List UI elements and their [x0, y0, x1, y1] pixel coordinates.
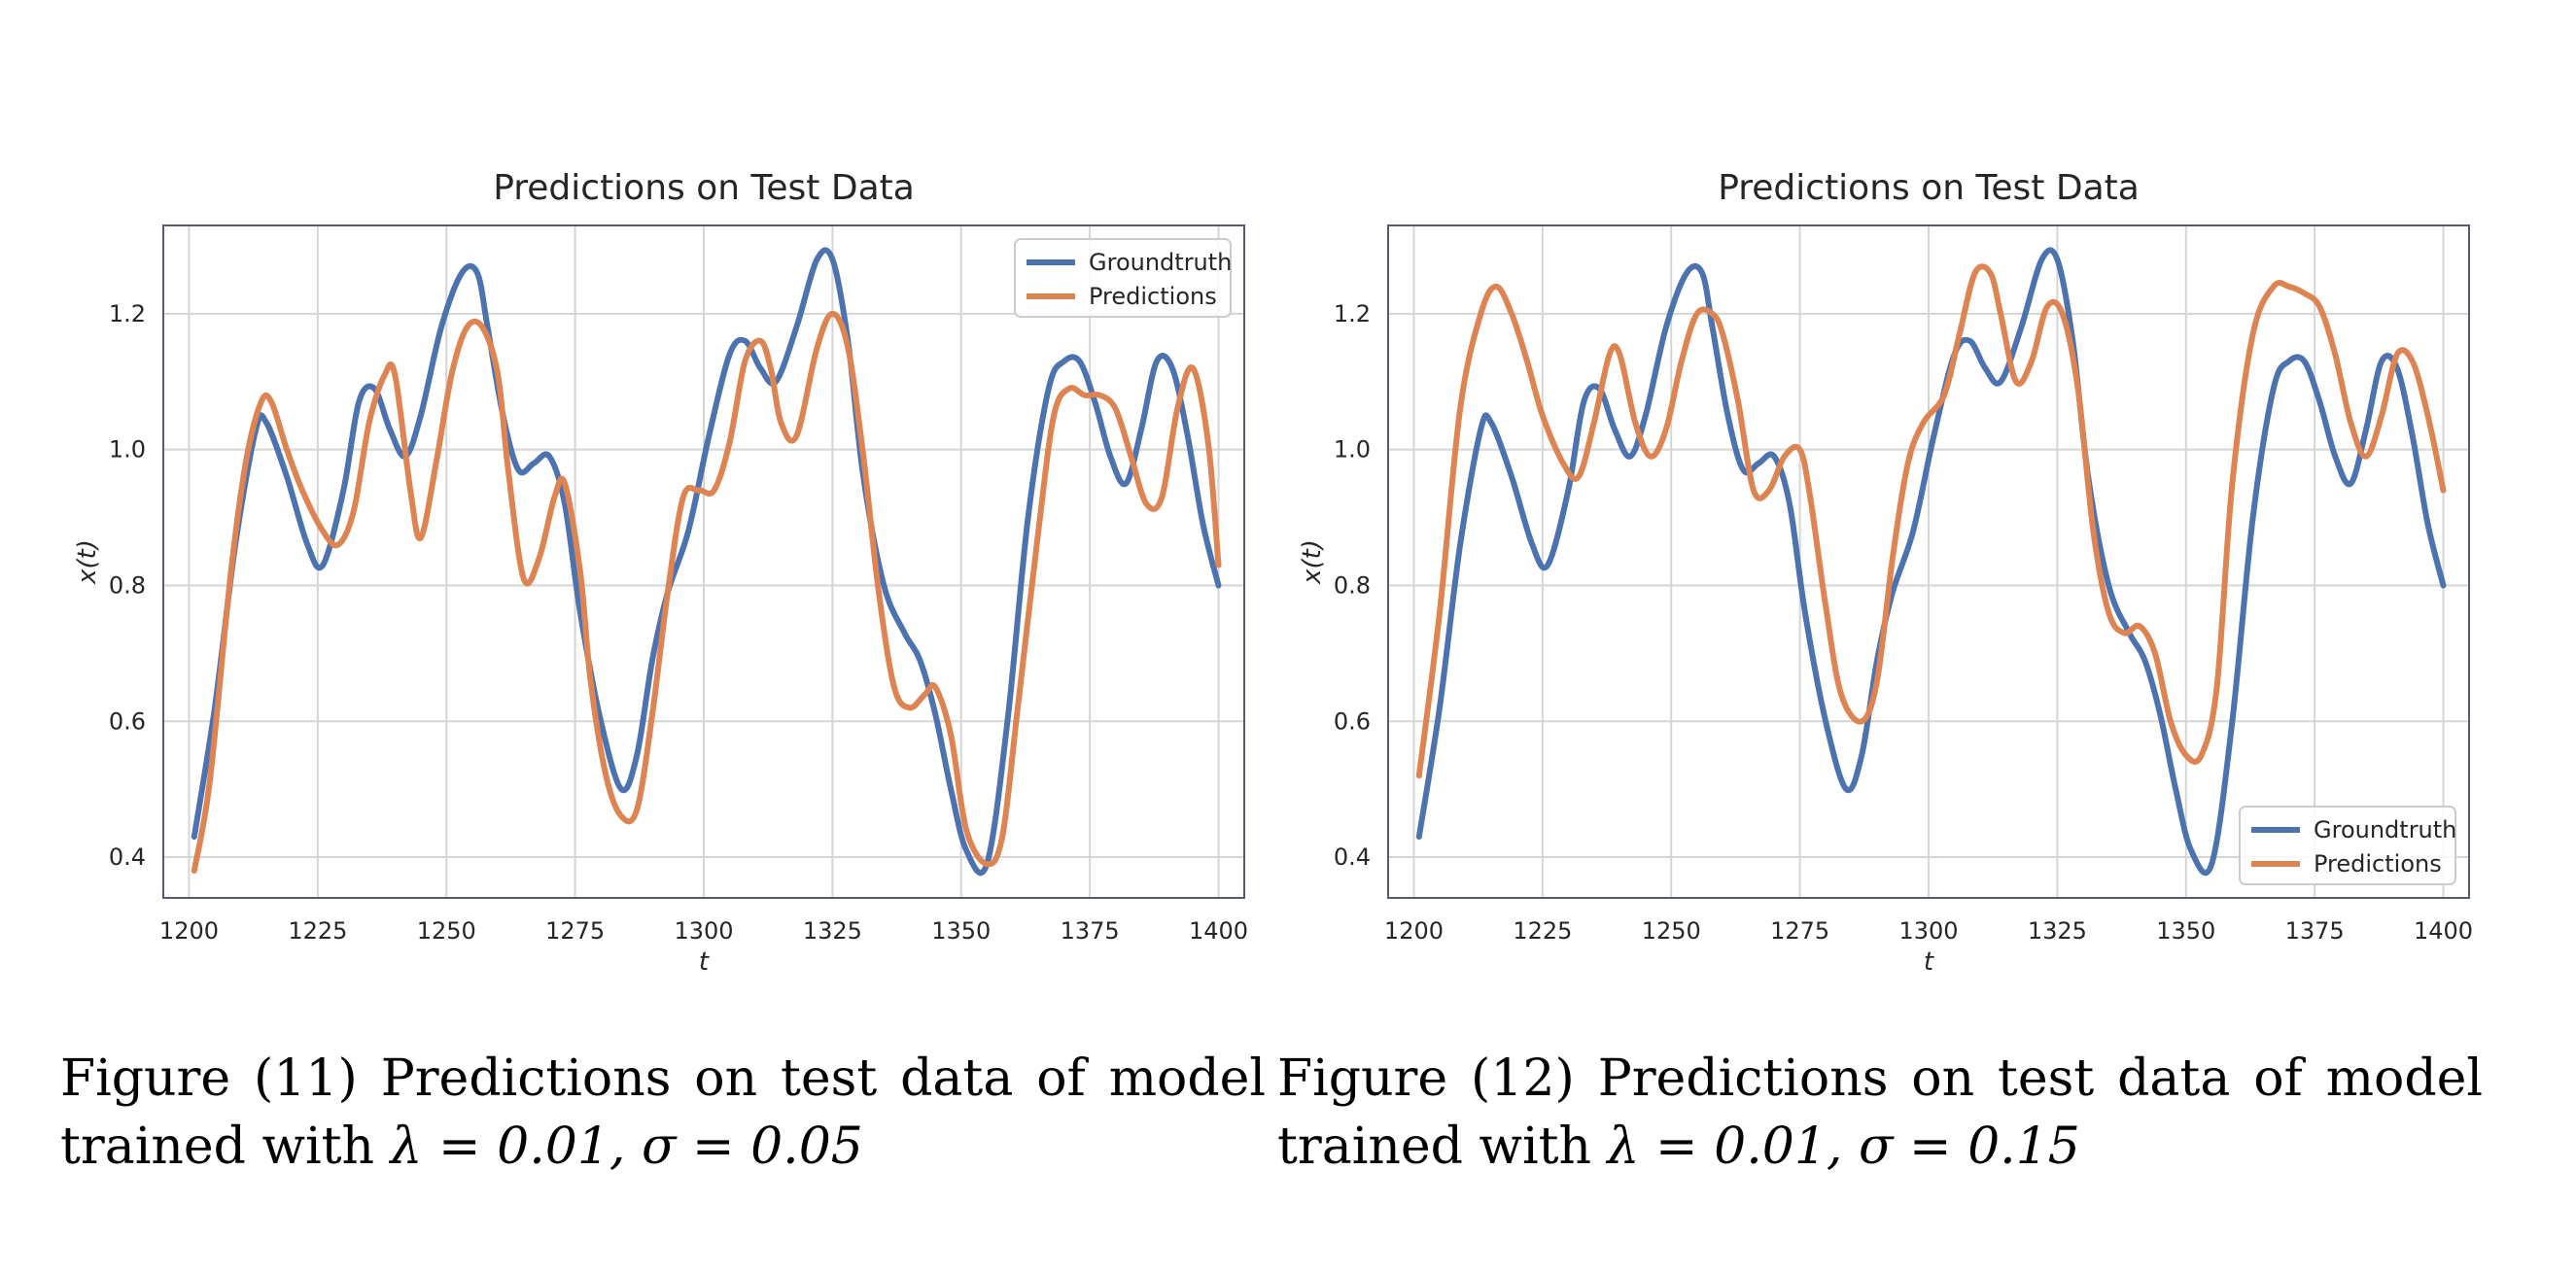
- y-tick-label: 0.4: [109, 843, 146, 871]
- x-tick-label: 1300: [1898, 917, 1958, 945]
- x-tick-label: 1325: [2028, 917, 2087, 945]
- chart-title: Predictions on Test Data: [1718, 168, 2140, 208]
- legend-label-predictions: Predictions: [1089, 283, 1217, 310]
- caption-text: Predictions on test data of model traine…: [1277, 1049, 2484, 1176]
- chart-title: Predictions on Test Data: [493, 168, 915, 208]
- caption-math: λ = 0.01, σ = 0.15: [1607, 1118, 2080, 1176]
- x-tick-label: 1375: [1061, 917, 1120, 945]
- x-tick-label: 1375: [2285, 917, 2345, 945]
- y-axis-label: x(t): [1298, 539, 1327, 585]
- legend-label-groundtruth: Groundtruth: [1089, 249, 1232, 276]
- x-tick-label: 1225: [288, 917, 347, 945]
- series-line-groundtruth: [1415, 247, 2447, 877]
- y-axis-label: x(t): [73, 539, 102, 585]
- series-line-predictions: [1415, 263, 2447, 779]
- x-tick-label: 1300: [674, 917, 733, 945]
- y-tick-label: 0.8: [1334, 571, 1371, 599]
- legend: Groundtruth Predictions: [1014, 238, 1232, 318]
- y-tick-label: 1.2: [1334, 300, 1371, 327]
- x-axis-label: t: [1924, 947, 1934, 977]
- caption-tag: Figure (12): [1277, 1049, 1575, 1108]
- caption-text: Predictions on test data of model traine…: [60, 1049, 1267, 1176]
- figure-caption-11: Figure (11) Predictions on test data of …: [60, 1045, 1266, 1181]
- caption-math: λ = 0.01, σ = 0.05: [390, 1118, 863, 1176]
- x-tick-label: 1325: [803, 917, 862, 945]
- x-tick-label: 1275: [1770, 917, 1829, 945]
- caption-tag: Figure (11): [60, 1049, 358, 1108]
- series-line-groundtruth: [191, 247, 1222, 877]
- y-tick-label: 1.2: [109, 300, 146, 327]
- chart-figure-12: 1200 1225 1250 1275 1300 1325 1350 1375 1400 0.4 0…: [1298, 168, 2473, 977]
- y-tick-label: 1.0: [1334, 436, 1371, 464]
- x-tick-label: 1250: [1642, 917, 1701, 945]
- x-tick-label: 1225: [1513, 917, 1572, 945]
- x-tick-label: 1400: [1189, 917, 1248, 945]
- figure-canvas: 1200 1225 1250 1275 1300 1325 1350 1375 1400 0.4 0…: [73, 168, 2473, 977]
- chart-figure-11: 1200 1225 1250 1275 1300 1325 1350 1375 1400 0.4 0…: [73, 168, 1248, 977]
- x-tick-label: 1350: [931, 917, 991, 945]
- x-tick-label: 1250: [417, 917, 476, 945]
- x-tick-label: 1350: [2156, 917, 2215, 945]
- legend: Groundtruth Predictions: [2239, 806, 2456, 885]
- legend-label-predictions: Predictions: [2314, 850, 2442, 877]
- x-tick-label: 1275: [545, 917, 605, 945]
- legend-label-groundtruth: Groundtruth: [2314, 816, 2456, 843]
- y-tick-label: 1.0: [109, 436, 146, 464]
- x-tick-label: 1400: [2414, 917, 2473, 945]
- y-tick-label: 0.6: [109, 707, 146, 735]
- y-tick-label: 0.4: [1334, 843, 1371, 871]
- x-tick-label: 1200: [159, 917, 219, 945]
- y-tick-label: 0.8: [109, 571, 146, 599]
- plot-frame: [1387, 224, 2470, 899]
- plot-frame: [162, 224, 1245, 899]
- y-tick-label: 0.6: [1334, 707, 1371, 735]
- x-axis-label: t: [699, 947, 710, 977]
- series-line-predictions: [191, 310, 1222, 874]
- x-tick-label: 1200: [1384, 917, 1444, 945]
- figure-caption-12: Figure (12) Predictions on test data of …: [1277, 1045, 2483, 1181]
